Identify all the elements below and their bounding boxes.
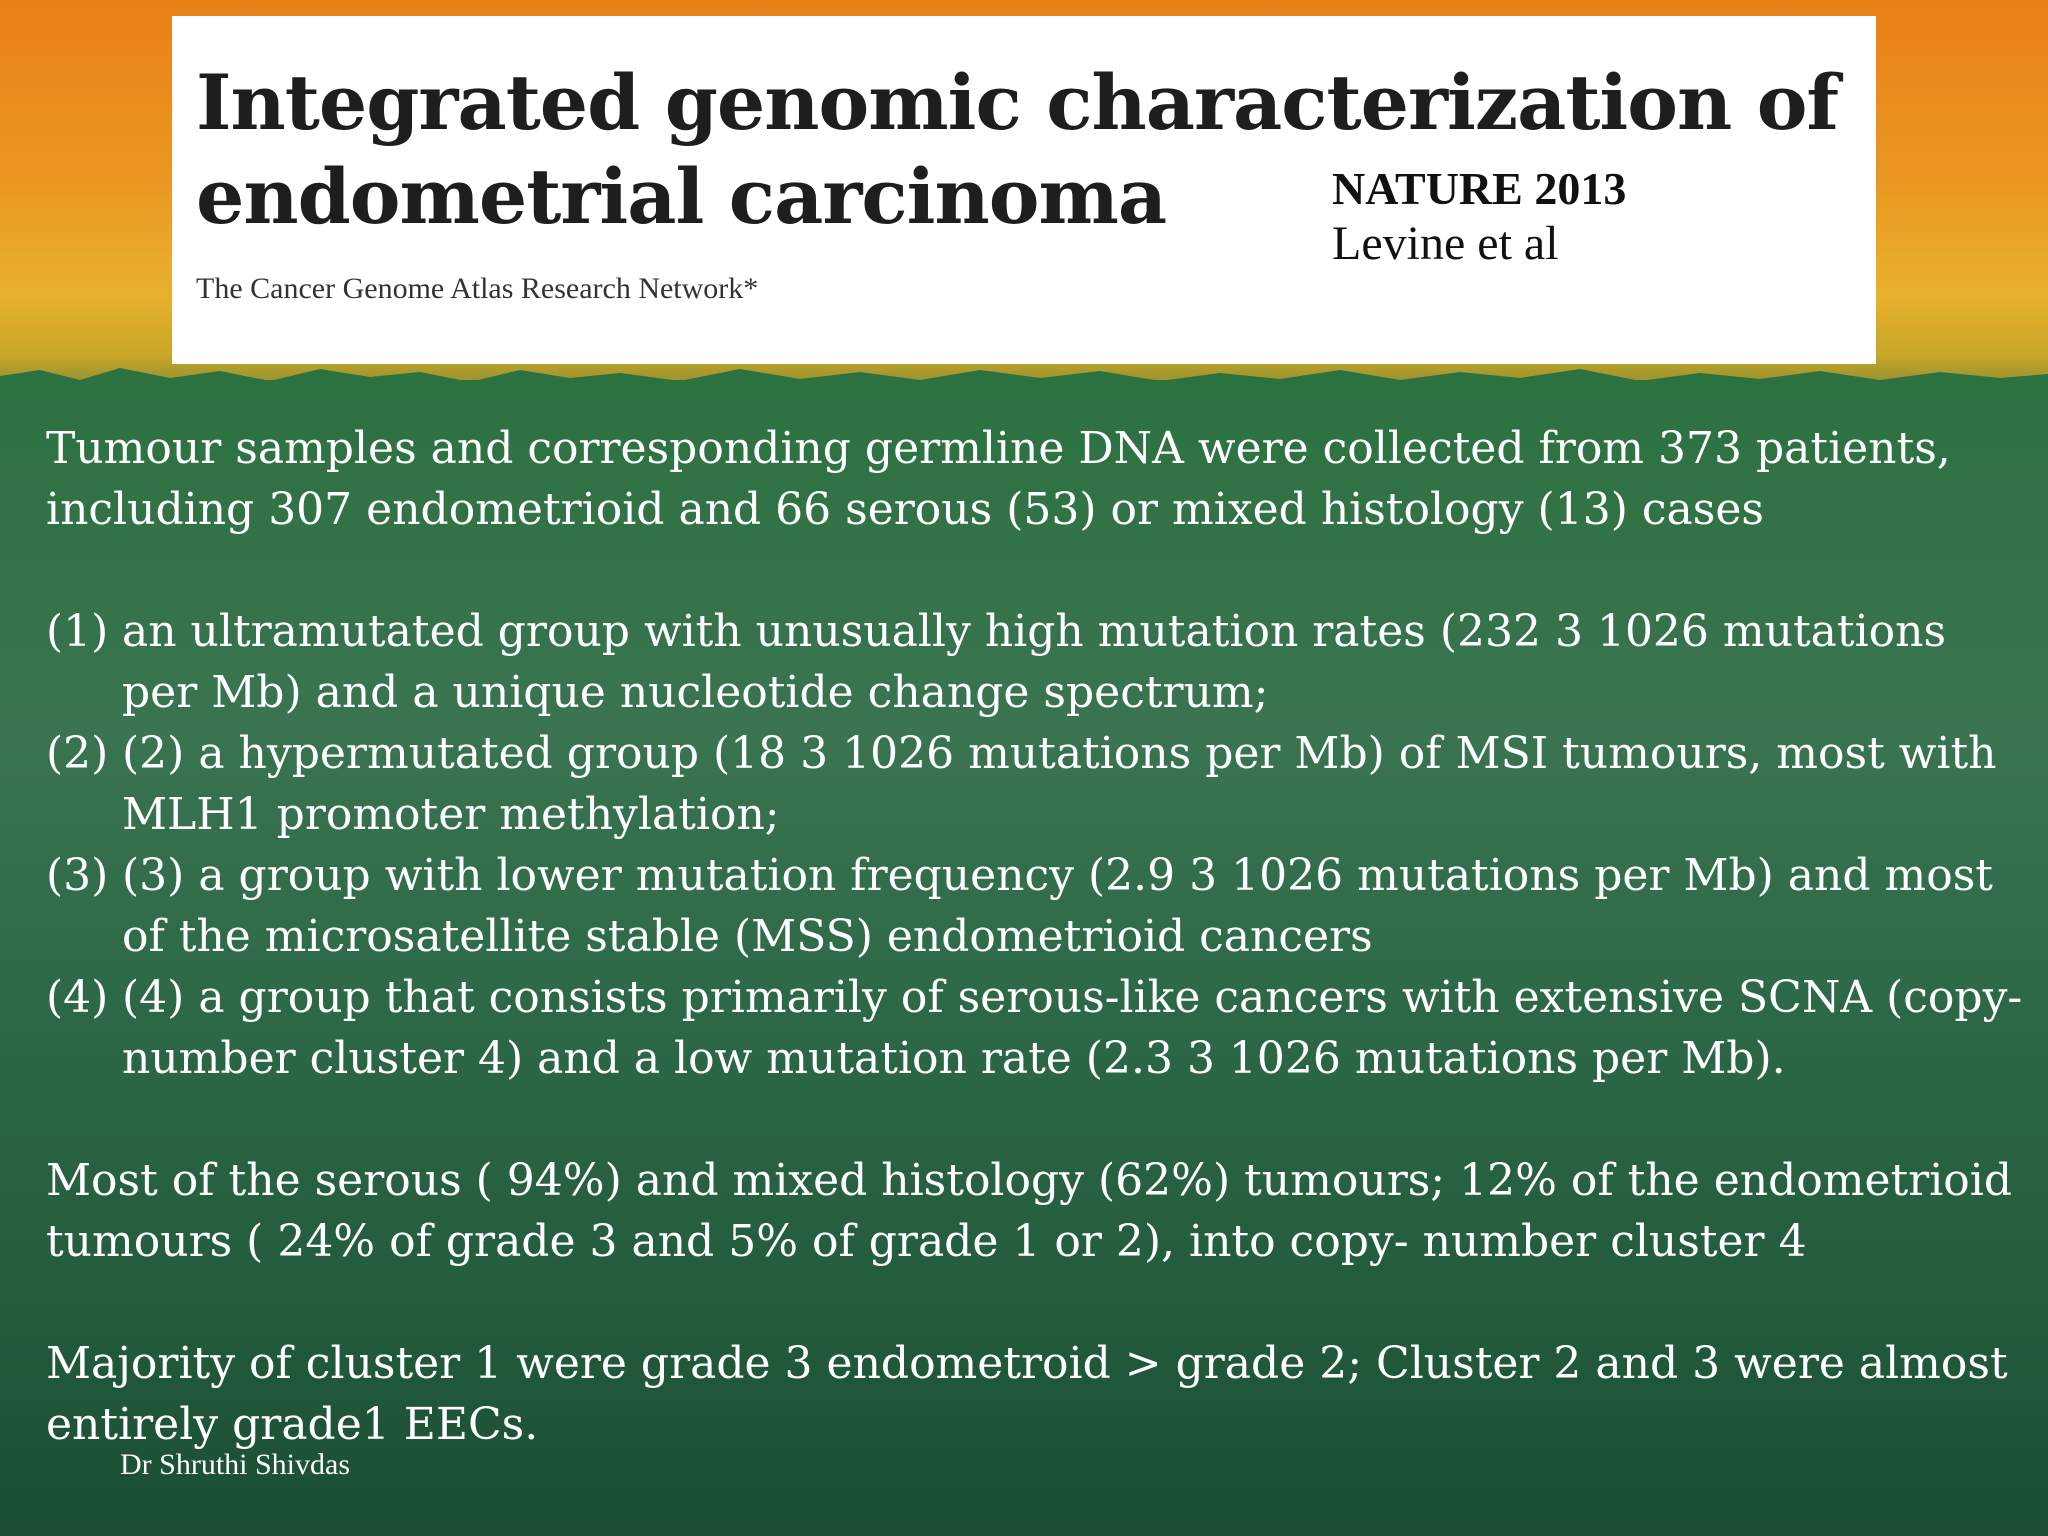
paper-title-line1: Integrated genomic characterization of bbox=[196, 58, 1839, 147]
list-item-number: (4) bbox=[46, 972, 109, 1023]
footer-author: Dr Shruthi Shivdas bbox=[120, 1448, 351, 1481]
list-item: (1) an ultramutated group with unusually… bbox=[46, 601, 2026, 723]
list-item-number: (3) bbox=[46, 850, 109, 901]
list-item-text: (4) a group that consists primarily of s… bbox=[122, 972, 2023, 1084]
spacer bbox=[46, 540, 2026, 601]
list-item-number: (1) bbox=[46, 606, 109, 657]
title-box: Integrated genomic characterization of e… bbox=[172, 16, 1876, 364]
list-item-number: (2) bbox=[46, 728, 109, 779]
background-green bbox=[0, 380, 2048, 1536]
citation-label: Levine et al bbox=[1332, 217, 1559, 270]
list-item: (2) (2) a hypermutated group (18 3 1026 … bbox=[46, 723, 2026, 845]
list-item-text: (2) a hypermutated group (18 3 1026 muta… bbox=[122, 728, 1997, 840]
slide-body: Tumour samples and corresponding germlin… bbox=[46, 418, 2026, 1455]
torn-edge-divider bbox=[0, 368, 2048, 402]
spacer bbox=[46, 1272, 2026, 1333]
spacer bbox=[46, 1089, 2026, 1150]
intro-paragraph: Tumour samples and corresponding germlin… bbox=[46, 423, 1951, 535]
paper-authors: The Cancer Genome Atlas Research Network… bbox=[196, 272, 759, 305]
list-item: (3) (3) a group with lower mutation freq… bbox=[46, 845, 2026, 967]
group-list: (1) an ultramutated group with unusually… bbox=[46, 601, 2026, 1089]
cluster-paragraph: Majority of cluster 1 were grade 3 endom… bbox=[46, 1338, 2008, 1450]
serous-paragraph: Most of the serous ( 94%) and mixed hist… bbox=[46, 1155, 2013, 1267]
paper-title-line2: endometrial carcinoma bbox=[196, 152, 1167, 241]
paper-title: Integrated genomic characterization of e… bbox=[196, 56, 1839, 244]
journal-label: NATURE 2013 bbox=[1332, 163, 1627, 214]
list-item-text: (3) a group with lower mutation frequenc… bbox=[122, 850, 1993, 962]
list-item: (4) (4) a group that consists primarily … bbox=[46, 967, 2026, 1089]
list-item-text: an ultramutated group with unusually hig… bbox=[122, 606, 1947, 718]
